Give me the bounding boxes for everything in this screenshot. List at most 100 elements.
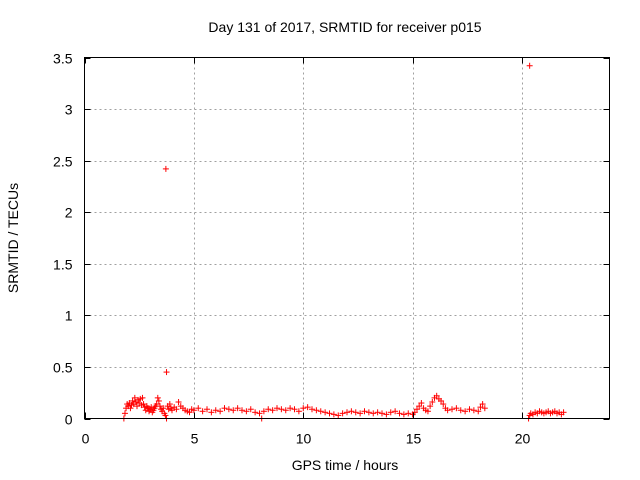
data-point xyxy=(230,407,237,414)
data-point xyxy=(287,405,294,412)
data-point xyxy=(131,394,138,401)
data-point xyxy=(175,398,182,405)
data-point xyxy=(166,401,173,408)
data-point xyxy=(247,406,254,413)
data-point xyxy=(169,407,175,414)
data-point xyxy=(155,397,162,404)
data-point xyxy=(256,410,263,417)
data-point xyxy=(335,412,342,419)
data-point xyxy=(186,409,193,416)
data-point xyxy=(127,405,134,412)
x-tick-label: 0 xyxy=(82,431,90,447)
data-point xyxy=(429,398,436,405)
data-point xyxy=(260,408,267,415)
data-point xyxy=(479,401,486,408)
data-point xyxy=(453,405,460,412)
data-point xyxy=(163,369,170,376)
data-point xyxy=(265,406,272,413)
data-point xyxy=(400,411,407,418)
data-point xyxy=(212,407,219,414)
data-point xyxy=(204,406,210,413)
y-axis-label: SRMTID / TECUs xyxy=(5,183,21,293)
data-point xyxy=(221,405,228,412)
y-tick-label: 3 xyxy=(65,102,73,118)
data-point xyxy=(322,409,329,416)
data-point xyxy=(392,408,399,415)
data-point xyxy=(462,408,469,415)
data-point xyxy=(344,409,350,416)
data-point xyxy=(300,405,307,412)
data-point xyxy=(162,412,169,419)
data-point xyxy=(313,407,320,414)
plot-frame xyxy=(84,57,610,419)
data-point xyxy=(466,406,473,413)
data-point xyxy=(317,408,324,415)
data-point xyxy=(475,408,482,415)
data-point xyxy=(481,405,488,412)
data-point xyxy=(239,407,245,414)
data-point xyxy=(208,409,215,416)
data-point xyxy=(427,403,434,410)
data-point xyxy=(405,410,412,417)
chart-title: Day 131 of 2017, SRMTID for receiver p01… xyxy=(208,19,481,35)
data-point xyxy=(153,401,160,408)
data-point xyxy=(156,403,163,410)
data-point xyxy=(414,406,420,413)
data-point xyxy=(379,410,385,417)
data-point xyxy=(470,407,477,414)
data-point xyxy=(309,406,315,413)
data-point xyxy=(457,407,464,414)
y-tick-label: 1 xyxy=(65,308,73,324)
axis-ticks xyxy=(84,57,610,420)
data-point xyxy=(140,401,147,408)
data-point xyxy=(129,397,136,404)
data-point xyxy=(190,407,197,414)
y-tick-label: 0.5 xyxy=(53,360,73,376)
data-point xyxy=(243,408,250,415)
data-point xyxy=(357,410,364,417)
data-point xyxy=(387,409,394,416)
data-point xyxy=(383,411,390,418)
data-point xyxy=(217,408,224,415)
x-tick-label: 5 xyxy=(191,431,199,447)
y-tick-label: 1.5 xyxy=(53,257,73,273)
data-point xyxy=(411,409,418,416)
data-point xyxy=(225,406,232,413)
x-tick-label: 15 xyxy=(406,431,422,447)
data-point xyxy=(291,406,298,413)
data-point xyxy=(370,410,377,417)
data-point xyxy=(526,62,533,69)
x-axis-label: GPS time / hours xyxy=(292,457,399,473)
y-tick-label: 2.5 xyxy=(53,154,73,170)
data-point xyxy=(438,397,445,404)
data-point xyxy=(418,400,425,407)
data-point xyxy=(278,406,285,413)
data-point xyxy=(195,405,202,412)
data-point xyxy=(339,410,346,417)
data-point xyxy=(361,408,368,415)
data-point xyxy=(560,409,567,416)
data-point xyxy=(139,394,146,401)
data-point xyxy=(154,394,161,401)
data-point xyxy=(433,392,440,399)
data-point xyxy=(162,165,169,172)
data-point xyxy=(444,407,451,414)
tick-labels: 0 5 10 15 20 0 0.5 1 1.5 2 2.5 3 3.5 xyxy=(53,51,530,447)
data-point xyxy=(121,410,128,417)
data-point xyxy=(416,403,423,410)
data-point xyxy=(477,404,484,411)
data-point xyxy=(234,405,241,412)
data-point xyxy=(424,408,431,415)
x-tick-label: 20 xyxy=(515,431,531,447)
data-point xyxy=(326,410,333,417)
data-point xyxy=(199,408,206,415)
data-point xyxy=(348,408,355,415)
data-point xyxy=(396,410,403,417)
y-tick-label: 0 xyxy=(65,412,73,428)
data-point xyxy=(269,407,276,414)
data-point xyxy=(134,403,140,410)
data-point xyxy=(160,405,167,412)
